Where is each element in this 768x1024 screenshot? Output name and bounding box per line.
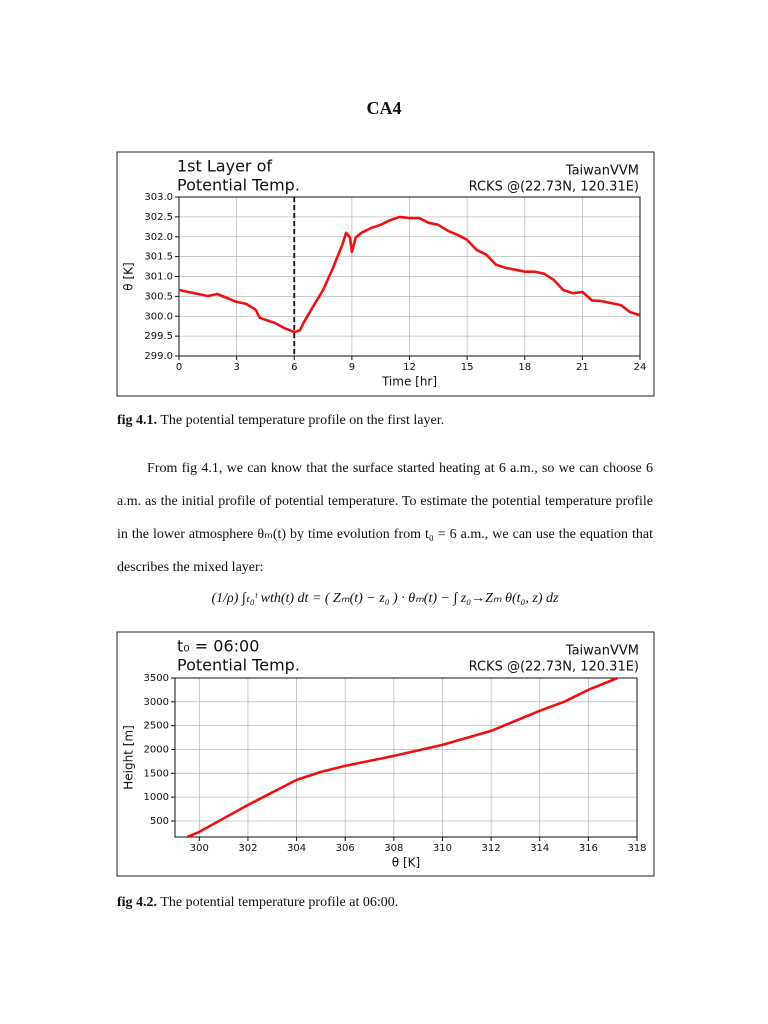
y-axis-label: Height [m]: [122, 725, 136, 790]
plot-frame: [178, 196, 641, 357]
x-axis-label: Time [hr]: [381, 375, 437, 389]
annotation: TaiwanVVM: [565, 164, 639, 179]
caption: fig 4.1. The potential temperature profi…: [117, 413, 444, 428]
annotation: RCKS @(22.73N, 120.31E): [469, 660, 639, 675]
data-line: [178, 215, 641, 334]
y-tick-label: 302.0: [144, 232, 173, 243]
y-tick-label: 302.5: [144, 212, 173, 223]
y-tick-label: 2000: [144, 744, 169, 755]
x-tick-label: 24: [634, 362, 647, 373]
chart-title: Potential Temp.: [177, 656, 300, 675]
caption-text: The potential temperature profile at 06:…: [160, 895, 398, 910]
equation: (1/ρ) ∫ₜ₀ᵗ wth(t) dt = ( Zₘ(t) − z₀ ) · …: [211, 591, 559, 606]
caption-label: fig 4.1.: [117, 413, 157, 428]
x-tick-label: 318: [627, 843, 646, 854]
y-axis-label: θ [K]: [122, 262, 136, 290]
annotation: TaiwanVVM: [565, 644, 639, 659]
caption-text: The potential temperature profile on the…: [160, 413, 444, 428]
x-tick-label: 9: [349, 362, 355, 373]
x-tick-label: 300: [190, 843, 209, 854]
paragraph: From fig 4.1, we can know that the surfa…: [117, 461, 653, 575]
figure-frame: [116, 151, 655, 397]
x-tick-label: 3: [233, 362, 239, 373]
x-tick-label: 304: [287, 843, 306, 854]
x-tick-label: 312: [482, 843, 501, 854]
x-tick-label: 316: [579, 843, 598, 854]
chart-title: t₀ = 06:00: [177, 637, 259, 656]
caption: fig 4.2. The potential temperature profi…: [117, 895, 398, 910]
y-tick-label: 300.5: [144, 291, 173, 302]
annotation: RCKS @(22.73N, 120.31E): [469, 180, 639, 195]
y-tick-label: 1500: [144, 768, 169, 779]
x-tick-label: 306: [336, 843, 355, 854]
chart-title: 1st Layer of: [177, 157, 272, 176]
x-tick-label: 6: [291, 362, 297, 373]
x-tick-label: 0: [176, 362, 182, 373]
x-tick-label: 314: [530, 843, 549, 854]
x-tick-label: 308: [384, 843, 403, 854]
x-tick-label: 21: [576, 362, 589, 373]
figure-frame: [116, 631, 655, 877]
y-tick-label: 301.5: [144, 252, 173, 263]
y-tick-label: 2500: [144, 721, 169, 732]
doc-title: CA4: [367, 98, 402, 118]
caption-label: fig 4.2.: [117, 895, 157, 910]
y-tick-label: 301.0: [144, 272, 173, 283]
x-tick-label: 18: [518, 362, 531, 373]
chart-title: Potential Temp.: [177, 176, 300, 195]
y-tick-label: 299.5: [144, 331, 173, 342]
y-tick-label: 500: [150, 816, 169, 827]
y-tick-label: 3500: [144, 673, 169, 684]
x-tick-label: 12: [403, 362, 416, 373]
y-tick-label: 3000: [144, 697, 169, 708]
data-line: [186, 676, 618, 839]
x-tick-label: 302: [238, 843, 257, 854]
x-tick-label: 15: [461, 362, 474, 373]
y-tick-label: 1000: [144, 792, 169, 803]
y-tick-label: 299.0: [144, 351, 173, 362]
x-axis-label: θ [K]: [392, 856, 420, 870]
x-tick-label: 310: [433, 843, 452, 854]
y-tick-label: 303.0: [144, 192, 173, 203]
plot-frame: [174, 677, 638, 838]
y-tick-label: 300.0: [144, 311, 173, 322]
